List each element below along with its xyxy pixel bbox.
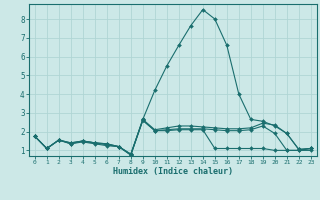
X-axis label: Humidex (Indice chaleur): Humidex (Indice chaleur) <box>113 167 233 176</box>
